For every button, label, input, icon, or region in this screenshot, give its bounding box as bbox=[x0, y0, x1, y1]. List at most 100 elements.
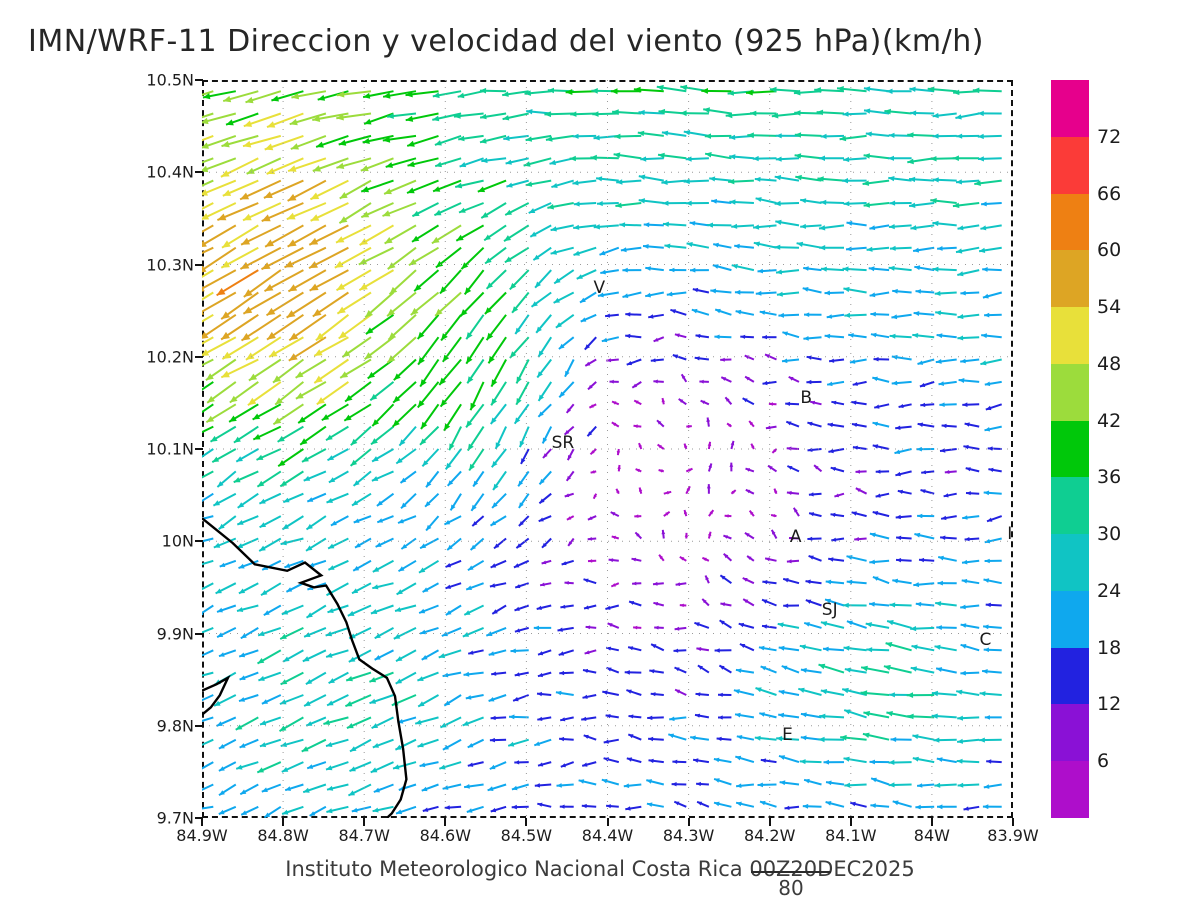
wind-arrow bbox=[957, 224, 980, 231]
y-axis-tick bbox=[195, 817, 203, 819]
wind-arrow bbox=[338, 313, 372, 340]
wind-arrow bbox=[767, 464, 778, 473]
wind-arrow bbox=[842, 111, 867, 117]
wind-arrow bbox=[805, 579, 822, 585]
wind-arrow bbox=[680, 110, 709, 117]
wind-arrow bbox=[611, 535, 620, 540]
wind-arrow bbox=[762, 335, 777, 340]
wind-arrow bbox=[888, 265, 912, 272]
wind-arrow bbox=[694, 621, 710, 629]
wind-arrow bbox=[490, 559, 507, 569]
colorbar-tick-label: 6 bbox=[1097, 750, 1110, 773]
wind-arrow bbox=[335, 269, 372, 292]
wind-arrow bbox=[889, 245, 912, 251]
wind-arrow bbox=[818, 736, 845, 743]
wind-arrow bbox=[534, 269, 552, 289]
wind-arrow bbox=[957, 715, 980, 721]
wind-arrow bbox=[338, 134, 372, 146]
wind-arrow bbox=[240, 313, 282, 342]
wind-arrow bbox=[734, 243, 755, 249]
wind-arrow bbox=[459, 157, 484, 168]
wind-arrow bbox=[842, 178, 867, 184]
wind-arrow bbox=[202, 269, 214, 279]
wind-arrow bbox=[726, 422, 732, 428]
wind-arrow bbox=[828, 358, 845, 363]
wind-arrow bbox=[370, 761, 394, 774]
wind-arrow bbox=[813, 464, 823, 473]
wind-arrow bbox=[202, 470, 214, 479]
wind-arrow bbox=[615, 488, 620, 495]
wind-arrow bbox=[649, 669, 664, 674]
colorbar-tick-label: 18 bbox=[1097, 636, 1122, 659]
wind-arrow bbox=[843, 756, 867, 764]
wind-arrow bbox=[202, 694, 214, 702]
wind-arrow bbox=[863, 710, 890, 719]
wind-arrow bbox=[736, 735, 755, 741]
wind-arrow bbox=[202, 134, 214, 142]
wind-arrow bbox=[419, 425, 440, 446]
wind-arrow bbox=[514, 582, 530, 589]
wind-arrow bbox=[306, 761, 327, 770]
wind-arrow bbox=[386, 112, 417, 119]
wind-arrow bbox=[584, 336, 597, 351]
wind-arrow bbox=[384, 224, 417, 245]
wind-arrow bbox=[759, 800, 777, 808]
city-label-i: I bbox=[1007, 523, 1013, 544]
colorbar-tick-label: 60 bbox=[1097, 239, 1122, 262]
wind-arrow bbox=[927, 86, 957, 93]
wind-arrow bbox=[673, 800, 687, 808]
wind-arrow bbox=[957, 313, 980, 320]
wind-arrow bbox=[363, 112, 394, 125]
wind-arrow bbox=[526, 109, 552, 115]
wind-arrow bbox=[566, 515, 575, 521]
wind-arrow bbox=[444, 448, 462, 471]
wind-arrow bbox=[912, 246, 935, 253]
wind-arrow bbox=[445, 559, 462, 568]
wind-arrow bbox=[609, 379, 619, 384]
wind-arrow bbox=[347, 604, 372, 617]
wind-arrow bbox=[944, 470, 957, 474]
wind-arrow bbox=[982, 267, 1002, 272]
wind-arrow bbox=[869, 224, 890, 231]
wind-arrow bbox=[733, 689, 755, 696]
wind-arrow bbox=[915, 804, 935, 810]
wind-arrow bbox=[352, 559, 372, 572]
wind-arrow bbox=[537, 381, 553, 402]
wind-arrow bbox=[653, 601, 665, 607]
speed-colorbar[interactable] bbox=[1051, 80, 1089, 818]
wind-arrow bbox=[515, 537, 530, 549]
wind-arrow bbox=[794, 132, 822, 138]
wind-arrow bbox=[622, 267, 642, 273]
wind-arrow bbox=[935, 601, 957, 607]
x-axis-tick bbox=[1012, 818, 1014, 826]
wind-arrow bbox=[266, 112, 304, 129]
coastline bbox=[202, 517, 408, 818]
wind-arrow bbox=[371, 470, 394, 482]
wind-arrow bbox=[646, 802, 664, 808]
wind-arrow bbox=[936, 333, 957, 339]
wind-arrow bbox=[628, 600, 642, 607]
wind-arrow bbox=[398, 783, 417, 791]
wind-arrow bbox=[964, 537, 980, 542]
wind-arrow bbox=[539, 582, 552, 587]
wind-arrow bbox=[458, 134, 484, 142]
wind-arrow bbox=[648, 736, 664, 742]
wind-arrow bbox=[729, 199, 754, 205]
wind-arrow bbox=[910, 110, 935, 116]
wind-arrow bbox=[802, 287, 822, 294]
wind-arrow bbox=[282, 492, 304, 504]
wind-arrow bbox=[729, 154, 754, 160]
wind-arrow bbox=[827, 422, 845, 428]
wind-arrow bbox=[406, 179, 439, 194]
wind-arrow bbox=[592, 111, 619, 117]
wind-arrow bbox=[202, 90, 214, 96]
wind-arrow bbox=[236, 537, 259, 549]
wind-arrow bbox=[533, 625, 552, 631]
wind-arrow bbox=[633, 86, 664, 93]
wind-arrow bbox=[895, 425, 912, 430]
wind-arrow bbox=[888, 132, 912, 138]
wind-arrow bbox=[583, 734, 597, 741]
wind-arrow bbox=[343, 403, 372, 422]
wind-arrow bbox=[935, 358, 957, 364]
wind-arrow bbox=[908, 176, 935, 183]
